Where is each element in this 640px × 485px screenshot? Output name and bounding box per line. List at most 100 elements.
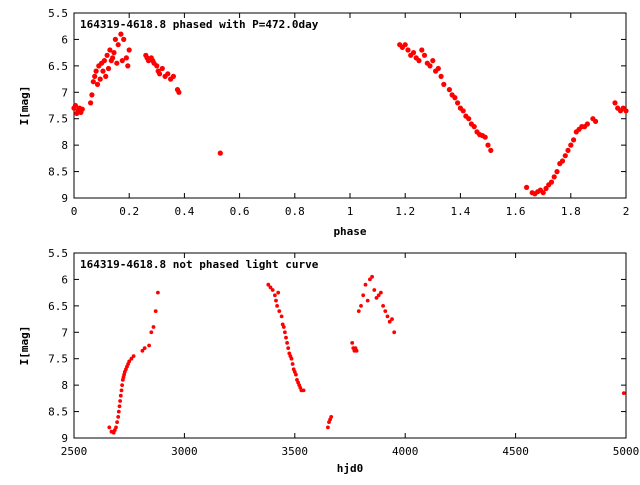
y-tick-label: 5.5 <box>48 7 68 20</box>
plot-frame <box>73 12 627 199</box>
data-point <box>79 106 85 112</box>
data-point <box>543 185 549 192</box>
data-point <box>326 425 330 430</box>
y-tick-label: 8 <box>61 379 68 392</box>
y-tick-label: 9 <box>61 192 68 205</box>
data-point <box>466 116 472 122</box>
data-point <box>119 388 124 393</box>
data-point <box>593 118 599 124</box>
x-tick-label: 3000 <box>171 445 198 458</box>
data-point <box>410 50 417 56</box>
data-point <box>286 346 291 350</box>
data-point <box>379 290 383 295</box>
data-point <box>103 73 109 79</box>
y-tick-label: 5.5 <box>48 247 68 260</box>
y-tick-label: 6 <box>61 273 68 286</box>
data-point <box>356 309 361 313</box>
data-point <box>110 55 116 61</box>
data-point <box>129 356 134 361</box>
x-axis-ticks: 2500 3000 3500 4000 4500 5000 <box>61 253 639 458</box>
data-point <box>387 319 392 324</box>
data-point <box>112 36 118 43</box>
y-axis-ticks: 5.5 6 6.5 7 7.5 8 8.5 9 <box>48 7 626 205</box>
data-point <box>368 277 372 282</box>
data-point <box>118 399 122 403</box>
data-point <box>562 153 568 159</box>
data-point <box>621 391 626 395</box>
data-point <box>554 169 560 175</box>
data-point <box>116 409 121 414</box>
data-point <box>118 31 124 37</box>
x-tick-label: 0.6 <box>230 205 250 218</box>
x-tick-label: 2500 <box>61 445 88 458</box>
data-point <box>104 52 110 58</box>
data-point <box>275 304 279 308</box>
data-point <box>405 47 411 53</box>
y-axis-label: I[mag] <box>18 326 31 366</box>
data-point <box>153 309 158 313</box>
data-point <box>93 68 99 74</box>
data-point <box>385 314 390 319</box>
data-point <box>374 296 379 300</box>
data-point <box>151 325 156 329</box>
x-tick-label: 1.8 <box>561 205 581 218</box>
data-point <box>354 348 359 353</box>
data-point <box>126 47 132 53</box>
x-tick-label: 1 <box>347 205 354 218</box>
data-point <box>365 298 370 303</box>
data-point <box>131 354 136 358</box>
data-point <box>548 179 555 185</box>
data-points <box>107 274 626 435</box>
phased-panel: 5.5 6 6.5 7 7.5 8 8.5 9 0 0.2 0.4 0.6 0.8 1 1.2 1.4 1.6… <box>18 7 629 238</box>
y-tick-label: 7 <box>61 86 68 99</box>
data-point <box>125 63 131 69</box>
data-point <box>584 121 591 127</box>
y-axis-label: I[mag] <box>18 86 31 126</box>
data-point <box>266 282 271 287</box>
chart-title: 164319-4618.8 phased with P=472.0day <box>80 18 319 31</box>
data-point <box>452 95 458 101</box>
y-tick-label: 7.5 <box>48 113 68 126</box>
data-point <box>402 42 408 48</box>
data-point <box>165 71 171 77</box>
x-tick-label: 4000 <box>392 445 419 458</box>
x-tick-label: 4500 <box>502 445 529 458</box>
data-point <box>390 317 394 321</box>
chart-title: 164319-4618.8 not phased light curve <box>80 258 319 271</box>
data-point <box>372 288 377 292</box>
data-point <box>612 100 618 106</box>
data-point <box>392 330 397 335</box>
data-point <box>376 293 381 298</box>
data-point <box>121 36 127 43</box>
data-point <box>361 293 366 298</box>
x-axis-ticks: 0 0.2 0.4 0.6 0.8 1 1.2 1.4 1.6 1.8 2 <box>71 13 629 218</box>
x-tick-label: 1.6 <box>506 205 526 218</box>
data-point <box>421 52 428 58</box>
data-point <box>329 415 334 419</box>
plot-frame <box>73 252 627 439</box>
data-point <box>100 68 106 74</box>
data-point <box>123 55 129 61</box>
y-tick-label: 7 <box>61 326 68 339</box>
y-tick-label: 6.5 <box>48 60 68 73</box>
data-point <box>294 372 298 377</box>
data-point <box>114 425 118 430</box>
y-tick-label: 6 <box>61 33 68 46</box>
data-point <box>154 63 160 69</box>
data-point <box>217 150 223 156</box>
data-point <box>285 341 289 345</box>
data-point <box>273 293 277 298</box>
data-point <box>114 60 120 66</box>
data-point <box>156 290 160 295</box>
data-point <box>147 343 152 348</box>
y-axis-ticks: 5.5 6 6.5 7 7.5 8 8.5 9 <box>48 247 626 445</box>
data-point <box>92 73 98 79</box>
data-point <box>268 285 273 290</box>
data-point <box>381 304 385 308</box>
data-point <box>485 142 491 148</box>
data-point <box>120 383 124 387</box>
x-axis-label: hjd0 <box>337 462 364 475</box>
data-point <box>276 290 281 295</box>
data-point <box>524 184 530 190</box>
